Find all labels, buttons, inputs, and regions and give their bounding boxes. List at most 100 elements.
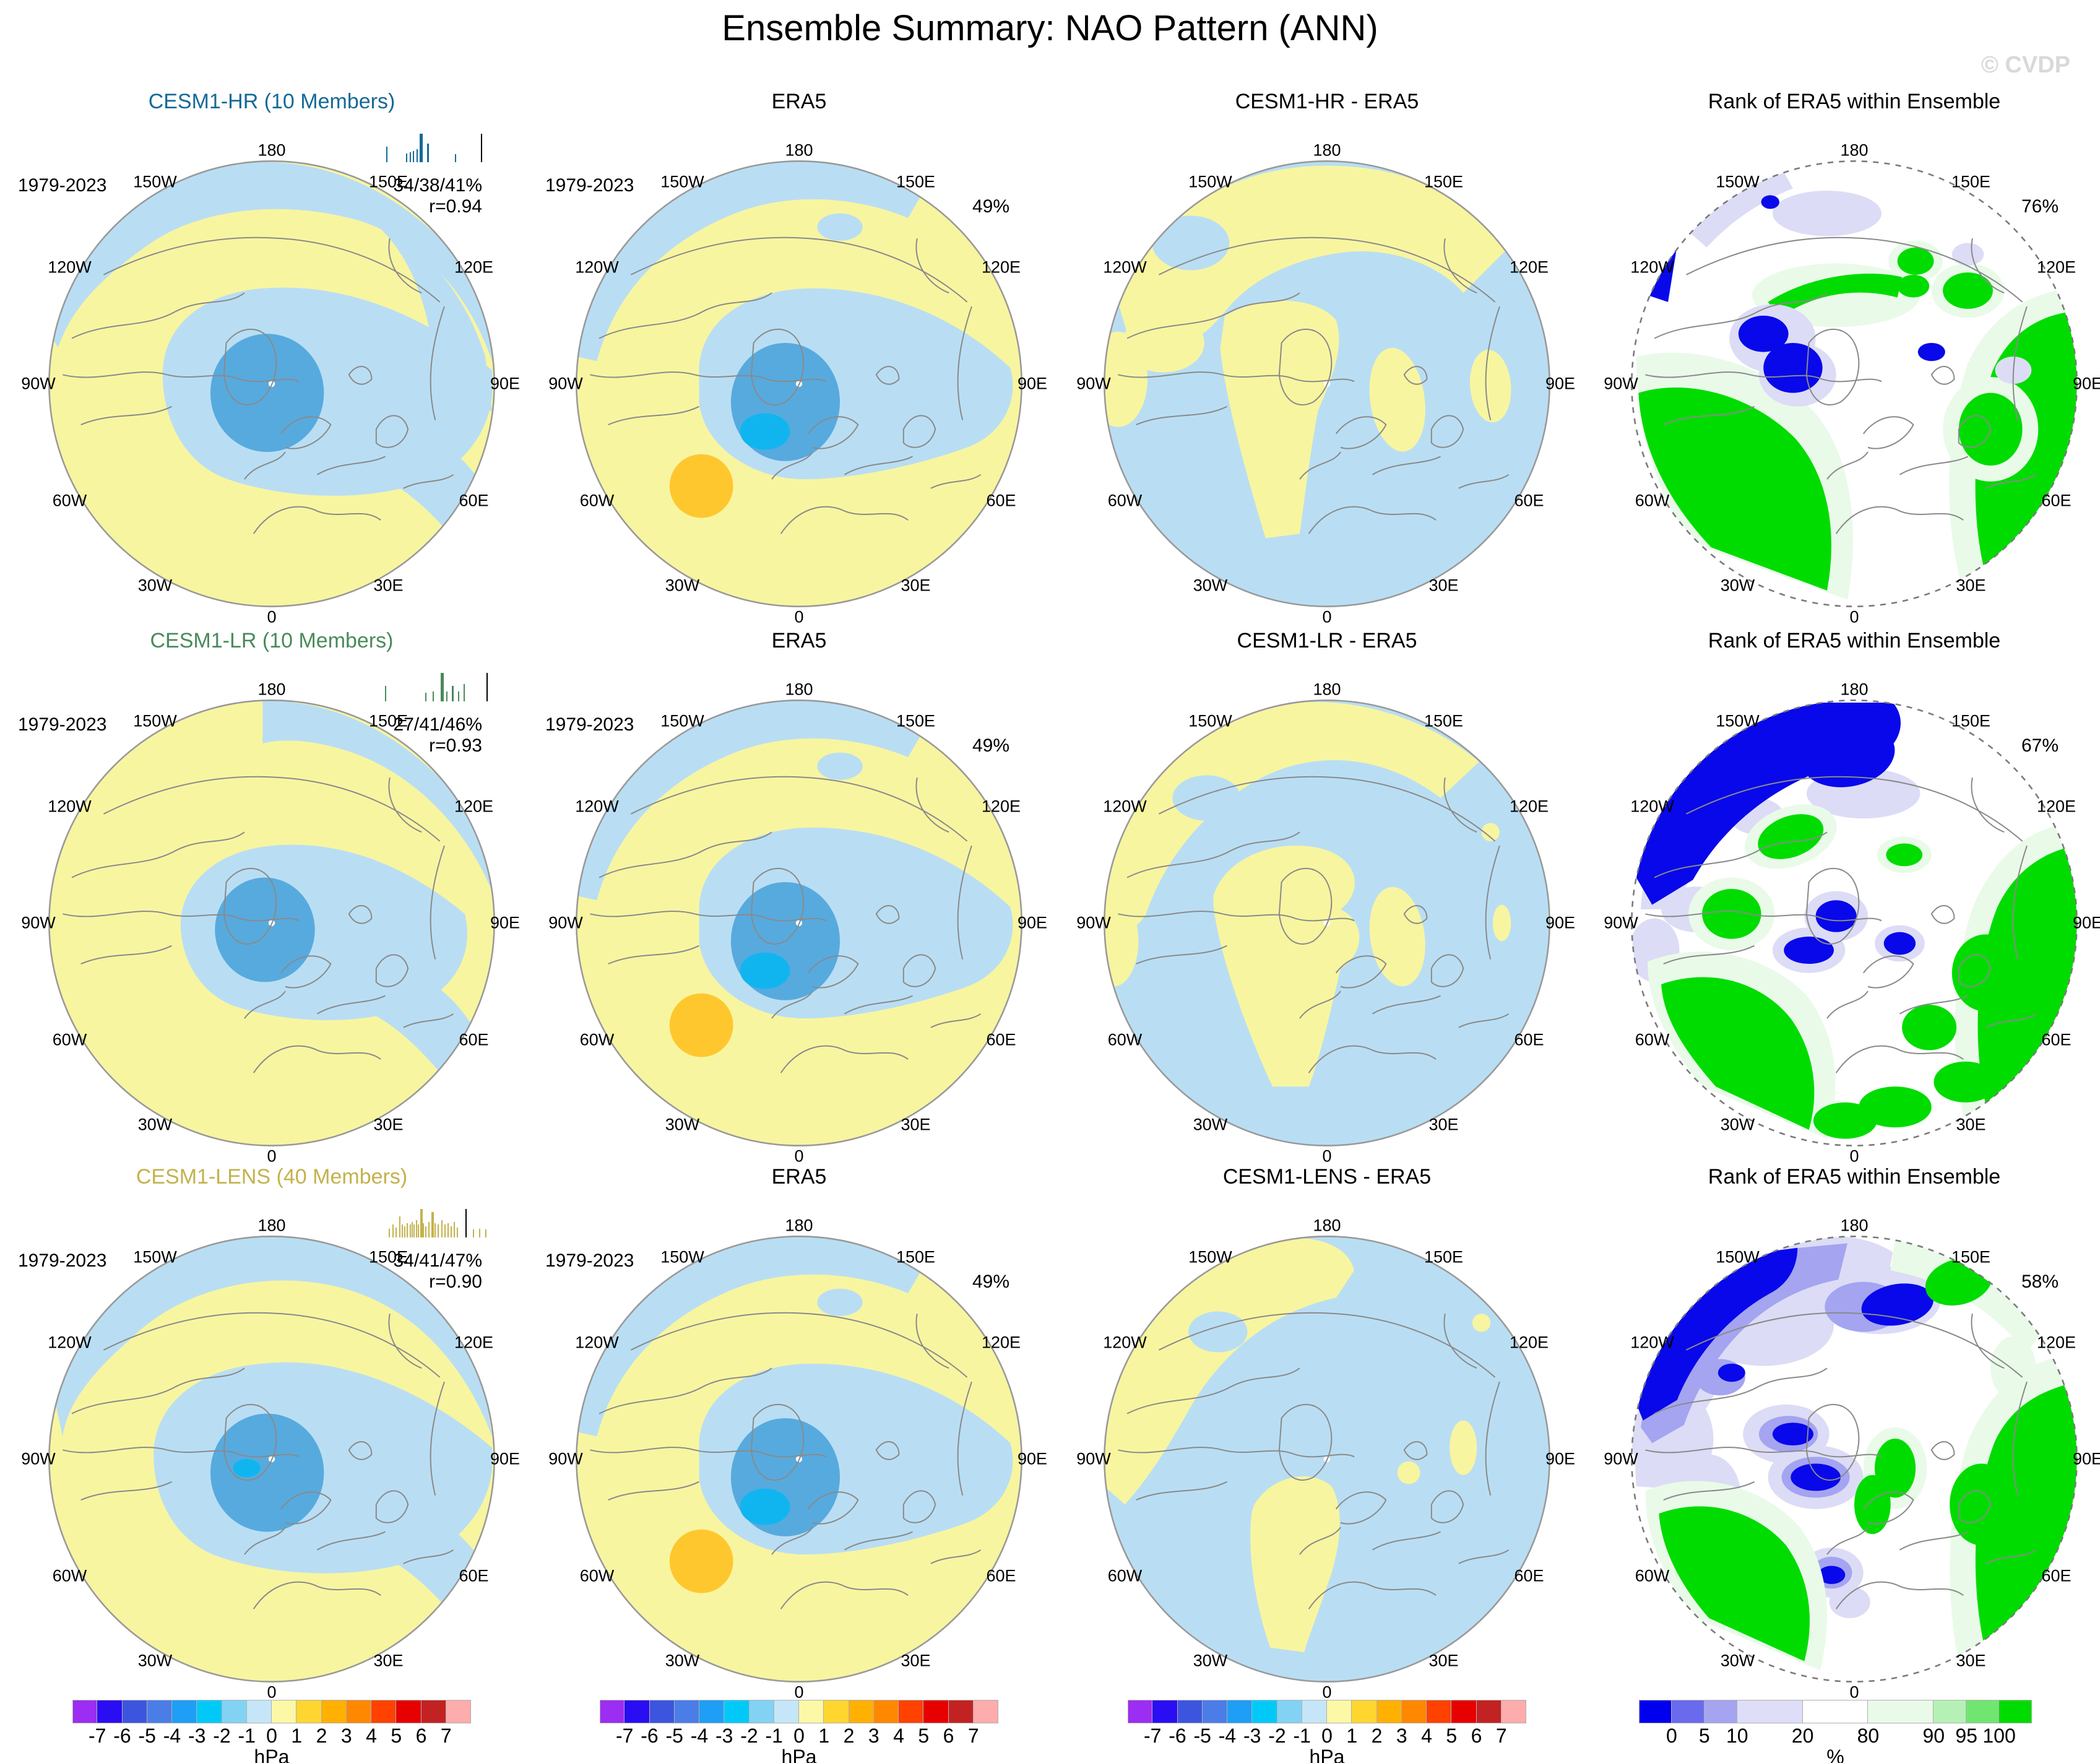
- lon-label-150w: 150W: [1716, 172, 1760, 191]
- lon-label-60w: 60W: [52, 491, 87, 509]
- lon-label-120w: 120W: [1630, 1333, 1674, 1351]
- colorbar-box: [649, 1700, 675, 1723]
- colorbar-box: [1671, 1700, 1705, 1723]
- member-tick: [440, 673, 444, 701]
- member-tick: [401, 1224, 403, 1237]
- lon-label-0: 0: [1322, 1683, 1332, 1702]
- colorbar-tick-label: 5: [1446, 1725, 1458, 1747]
- lon-label-120e: 120E: [454, 258, 494, 276]
- lon-label-150e: 150E: [1951, 1247, 1991, 1266]
- colorbar-box: [222, 1700, 247, 1723]
- lon-label-60w: 60W: [1635, 491, 1670, 509]
- colorbar-box: [1999, 1700, 2032, 1723]
- lon-label-60e: 60E: [459, 1566, 489, 1585]
- colorbar-box: [371, 1700, 397, 1723]
- lon-label-150e: 150E: [1951, 711, 1991, 730]
- cvdp-watermark: © CVDP: [1981, 52, 2070, 78]
- lon-label-60e: 60E: [459, 491, 489, 509]
- lon-label-90w: 90W: [21, 374, 56, 393]
- colorbar-tick-label: 5: [391, 1725, 402, 1747]
- colorbar-unit-label: %: [1826, 1746, 1844, 1763]
- obs-tick: [486, 673, 488, 701]
- colorbar-hpa-1: [72, 1700, 471, 1723]
- colorbar-tick-label: -7: [616, 1725, 634, 1747]
- map-cesm1-lr-minus-era5: 180 150E 120E 90E 60E 30E 0 30W 60W 90W 120W 150W: [1076, 680, 1575, 1166]
- lon-label-150e: 150E: [1951, 172, 1991, 191]
- lon-label-60w: 60W: [1107, 491, 1143, 509]
- colorbar-box: [346, 1700, 371, 1723]
- lon-label-60w: 60W: [52, 1566, 87, 1585]
- colorbar-tick-label: 95: [1955, 1725, 1977, 1747]
- map-cesm1-hr-pattern: 180 150E 120E 90E 60E 30E 0 30W 60W 90W 120W 150W: [21, 141, 520, 626]
- colorbar-box: [147, 1700, 172, 1723]
- lon-label-0: 0: [1322, 607, 1332, 626]
- lon-label-90w: 90W: [548, 374, 583, 393]
- member-tick: [418, 1224, 420, 1237]
- colorbar-box: [1352, 1700, 1377, 1723]
- lon-label-30w: 30W: [1720, 576, 1755, 595]
- colorbar-tick-label: 6: [415, 1725, 427, 1747]
- colorbar-box: [72, 1700, 98, 1723]
- member-tick: [406, 154, 408, 162]
- lon-label-60e: 60E: [1514, 1566, 1544, 1585]
- lon-label-180: 180: [1840, 1216, 1869, 1235]
- polar-map-svg: [48, 160, 495, 607]
- polar-map-svg: [576, 700, 1022, 1146]
- lon-label-150e: 150E: [896, 1247, 936, 1266]
- lon-label-30e: 30E: [901, 1651, 931, 1670]
- colorbar-tick-label: 90: [1922, 1725, 1945, 1747]
- lon-label-150w: 150W: [1188, 1247, 1232, 1266]
- colorbar-tick-label: 80: [1857, 1725, 1880, 1747]
- colorbar-box: [774, 1700, 799, 1723]
- lon-label-30e: 30E: [901, 576, 931, 595]
- panel-title-rank-row3: Rank of ERA5 within Ensemble: [1708, 1165, 2001, 1189]
- colorbar-tick-label: 0: [266, 1725, 277, 1747]
- member-tick: [454, 154, 456, 162]
- member-variance-label-row1: 34/38/41%: [393, 175, 482, 196]
- colorbar-box: [749, 1700, 774, 1723]
- colorbar-tick-label: 4: [893, 1725, 904, 1747]
- colorbar-tick-label: -6: [113, 1725, 131, 1747]
- lon-label-150w: 150W: [660, 711, 704, 730]
- member-tick: [446, 691, 447, 701]
- era5-variance-label-row3: 49%: [972, 1271, 1009, 1292]
- colorbar-tick-label: 1: [291, 1725, 303, 1747]
- colorbar-hpa-3: [1128, 1700, 1526, 1723]
- lon-label-0: 0: [1849, 1146, 1859, 1166]
- member-tick: [419, 134, 423, 162]
- lon-label-60w: 60W: [579, 1030, 615, 1049]
- colorbar-box: [172, 1700, 197, 1723]
- colorbar-tick-label: -1: [1293, 1725, 1311, 1747]
- colorbar-tick-label: -3: [1243, 1725, 1261, 1747]
- lon-label-150w: 150W: [133, 711, 177, 730]
- polar-map-svg: [1631, 1236, 2078, 1683]
- colorbar-box: [1501, 1700, 1526, 1723]
- polar-map-svg: [48, 700, 495, 1146]
- lon-label-180: 180: [257, 1216, 286, 1235]
- member-tick: [395, 1227, 397, 1237]
- lon-label-150e: 150E: [368, 172, 408, 191]
- member-tick: [427, 144, 430, 162]
- lon-label-90w: 90W: [1076, 374, 1111, 393]
- lon-label-0: 0: [267, 607, 277, 626]
- colorbar-tick-label: 4: [1421, 1725, 1432, 1747]
- colorbar-box: [1277, 1700, 1302, 1723]
- lon-label-120e: 120E: [1509, 1333, 1549, 1351]
- lon-label-90w: 90W: [548, 913, 583, 932]
- colorbar-tick-label: 0: [1666, 1725, 1677, 1747]
- colorbar-box: [1202, 1700, 1227, 1723]
- colorbar-unit-label: hPa: [781, 1746, 817, 1763]
- member-tick: [399, 1216, 400, 1237]
- lon-label-60w: 60W: [1635, 1030, 1670, 1049]
- member-tick: [478, 1229, 480, 1237]
- colorbar-box: [600, 1700, 625, 1723]
- panel-title-model-row2: CESM1-LR (10 Members): [150, 629, 394, 652]
- colorbar-box: [1327, 1700, 1352, 1723]
- lon-label-150e: 150E: [368, 1247, 408, 1266]
- period-label: 1979-2023: [18, 1250, 107, 1271]
- member-tick: [485, 1229, 486, 1237]
- colorbar-tick-label: 5: [1698, 1725, 1710, 1747]
- panel-title-model-row1: CESM1-HR (10 Members): [148, 90, 395, 113]
- colorbar-tick-label: -4: [1218, 1725, 1237, 1747]
- member-tick: [416, 149, 418, 162]
